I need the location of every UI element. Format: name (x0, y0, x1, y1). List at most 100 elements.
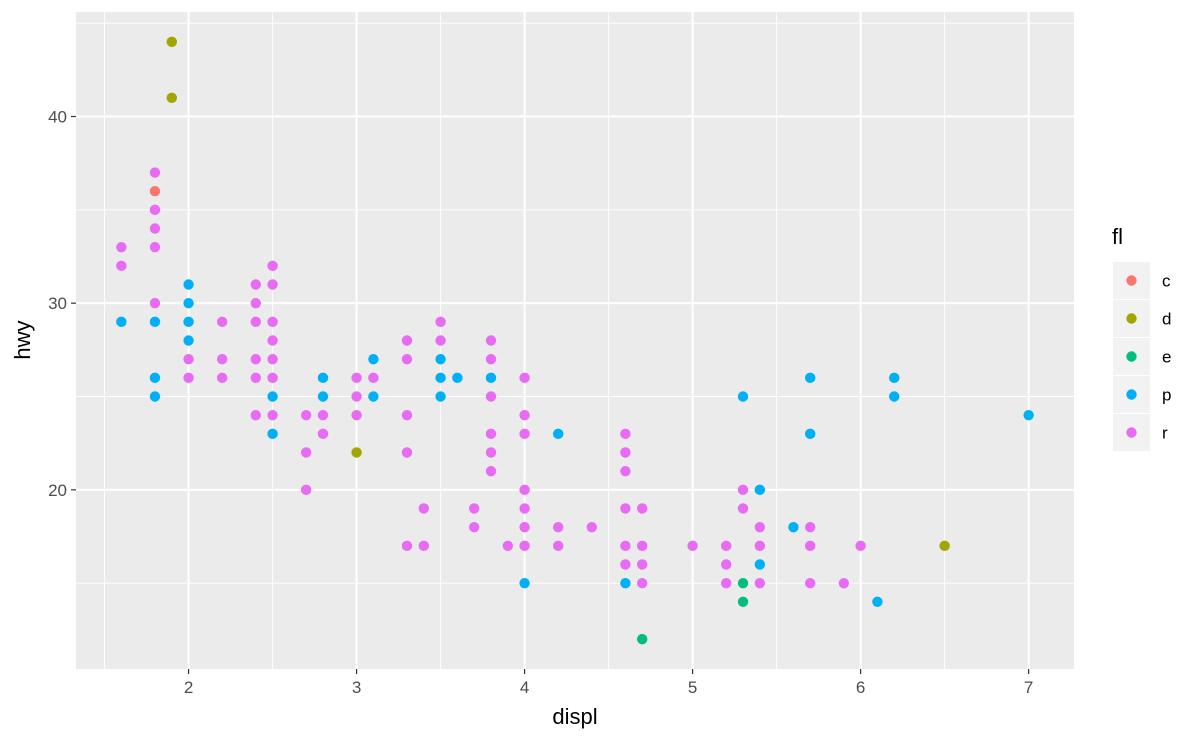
data-point-p (620, 577, 631, 589)
data-point-r (351, 409, 362, 421)
data-point-r (401, 540, 413, 552)
data-point-d (351, 447, 362, 458)
data-point-r (519, 540, 530, 552)
data-point-p (149, 372, 161, 384)
data-point-r (267, 409, 278, 421)
data-point-r (116, 241, 127, 253)
legend-label-d: d (1162, 310, 1171, 329)
data-point-r (183, 372, 194, 384)
x-tick-label: 4 (520, 678, 529, 697)
data-point-p (889, 391, 900, 402)
x-tick-label: 5 (688, 678, 697, 697)
data-point-r (519, 484, 530, 496)
data-point-r (216, 353, 228, 365)
data-point-p (805, 428, 816, 440)
data-point-p (485, 372, 497, 384)
y-tick-label: 40 (48, 108, 67, 127)
data-point-r (250, 372, 261, 384)
legend-label-r: r (1162, 424, 1168, 443)
y-axis-title: hwy (10, 320, 35, 359)
data-point-r (485, 391, 497, 402)
data-point-r (401, 447, 413, 458)
x-axis-title: displ (552, 704, 597, 729)
data-point-r (250, 409, 261, 421)
data-point-p (754, 484, 766, 496)
data-point-r (620, 559, 631, 570)
plot-panel (76, 12, 1074, 669)
legend-marker-d (1126, 313, 1137, 324)
data-point-r (485, 428, 497, 440)
data-point-p (368, 353, 379, 365)
data-point-r (435, 316, 446, 328)
legend-marker-r (1126, 427, 1137, 438)
data-point-r (552, 521, 564, 533)
data-point-r (267, 335, 278, 346)
legend-title: fl (1112, 224, 1123, 249)
data-point-r (737, 503, 749, 514)
y-tick-label: 20 (48, 481, 67, 500)
data-point-p (889, 372, 900, 384)
x-tick-label: 6 (856, 678, 865, 697)
x-tick-label: 7 (1024, 678, 1033, 697)
legend-label-p: p (1162, 386, 1171, 405)
data-point-p (183, 316, 194, 328)
data-point-r (754, 521, 766, 533)
data-point-e (637, 633, 648, 645)
data-point-r (620, 540, 631, 552)
data-point-r (149, 204, 161, 216)
data-point-r (637, 503, 648, 514)
data-point-e (737, 577, 749, 589)
data-point-r (485, 353, 497, 365)
data-point-c (149, 185, 161, 197)
legend-marker-p (1126, 389, 1137, 400)
data-point-r (401, 353, 413, 365)
data-point-r (519, 521, 530, 533)
data-point-r (754, 577, 766, 589)
data-point-r (737, 484, 749, 496)
data-point-r (468, 503, 480, 514)
data-point-d (939, 540, 950, 552)
data-point-r (754, 540, 766, 552)
data-point-p (737, 391, 749, 402)
x-tick-label: 3 (352, 678, 361, 697)
data-point-r (519, 409, 530, 421)
data-point-p (183, 335, 194, 346)
data-points (116, 36, 1034, 645)
data-point-r (485, 335, 497, 346)
data-point-r (552, 540, 564, 552)
data-point-r (250, 316, 261, 328)
data-point-r (838, 577, 850, 589)
data-point-r (351, 391, 362, 402)
data-point-r (418, 503, 429, 514)
data-point-r (502, 540, 513, 552)
data-point-r (149, 167, 161, 178)
data-point-r (519, 503, 530, 514)
data-point-p (435, 353, 446, 365)
minor-gridlines (76, 12, 1074, 669)
data-point-r (519, 372, 530, 384)
data-point-p (872, 596, 883, 608)
data-point-r (586, 521, 598, 533)
x-axis: 2 3 4 5 6 7 (184, 669, 1033, 697)
data-point-p (183, 279, 194, 290)
y-tick-label: 30 (48, 294, 67, 313)
data-point-p (368, 391, 379, 402)
data-point-e (737, 596, 749, 608)
data-point-r (805, 577, 816, 589)
data-point-r (519, 428, 530, 440)
data-point-r (620, 465, 631, 477)
legend-marker-e (1126, 351, 1137, 362)
data-point-p (116, 316, 127, 328)
data-point-p (149, 391, 161, 402)
data-point-r (620, 428, 631, 440)
data-point-r (351, 372, 362, 384)
data-point-r (721, 559, 732, 570)
data-point-r (485, 465, 497, 477)
data-point-r (216, 316, 228, 328)
legend-marker-c (1126, 275, 1137, 286)
data-point-r (183, 353, 194, 365)
data-point-p (452, 372, 463, 384)
data-point-r (149, 223, 161, 234)
data-point-r (317, 409, 329, 421)
data-point-r (267, 353, 278, 365)
